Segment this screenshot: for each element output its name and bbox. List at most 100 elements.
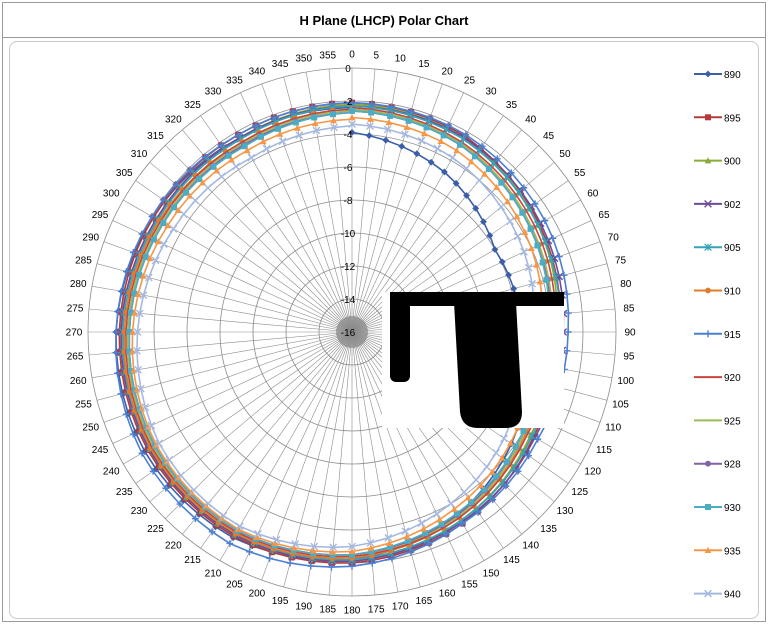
series-marker — [450, 505, 458, 512]
series-marker — [539, 259, 546, 266]
series-marker — [492, 449, 500, 457]
obscuring-overlay — [382, 292, 564, 428]
series-marker — [131, 290, 138, 297]
series-marker — [154, 238, 162, 245]
series-marker — [498, 258, 506, 266]
angle-tick-label: 240 — [103, 467, 120, 478]
angle-tick-label: 55 — [574, 168, 586, 179]
series-marker — [160, 220, 167, 227]
legend-item: 928 — [694, 460, 741, 471]
angle-tick-label: 0 — [349, 50, 355, 61]
series-marker — [217, 172, 226, 181]
angle-tick-label: 280 — [70, 279, 87, 290]
series-marker — [246, 548, 253, 556]
series-marker — [292, 119, 299, 126]
series-marker — [502, 482, 510, 490]
series-marker — [444, 121, 452, 129]
series-marker — [497, 202, 506, 211]
series-marker — [437, 137, 445, 145]
series-marker — [536, 278, 544, 285]
series-marker — [513, 232, 522, 241]
legend-item: 900 — [694, 157, 741, 168]
series-marker — [159, 196, 167, 204]
angle-tick-label: 300 — [103, 189, 120, 200]
series-marker — [453, 147, 461, 154]
angle-tick-label: 295 — [92, 210, 109, 221]
series-marker — [328, 563, 335, 571]
angle-tick-label: 20 — [442, 66, 454, 77]
chart-title: H Plane (LHCP) Polar Chart — [299, 12, 469, 28]
series-marker — [519, 209, 526, 216]
series-marker — [199, 179, 207, 186]
angle-tick-label: 155 — [461, 579, 478, 590]
series-marker — [293, 124, 301, 131]
series-marker — [404, 537, 411, 544]
series-marker — [498, 454, 506, 461]
angle-tick-label: 80 — [620, 279, 632, 290]
series-marker — [704, 157, 712, 164]
angle-tick-label: 275 — [67, 303, 84, 314]
angle-tick-label: 330 — [205, 87, 222, 98]
series-marker — [705, 460, 711, 467]
series-marker — [132, 250, 139, 257]
angle-tick-label: 50 — [559, 149, 571, 160]
series-marker — [552, 273, 560, 282]
series-marker — [481, 170, 488, 177]
legend-label: 902 — [724, 200, 741, 211]
legend-item: 890 — [694, 70, 741, 81]
radial-tick-label: -8 — [344, 196, 353, 207]
series-marker — [252, 533, 260, 540]
series-marker — [460, 488, 469, 497]
series-marker — [150, 236, 157, 243]
series-marker — [528, 279, 536, 288]
series-marker — [328, 100, 336, 108]
series-marker — [422, 530, 429, 537]
series-marker — [169, 224, 178, 233]
series-marker — [165, 456, 174, 464]
angle-tick-label: 340 — [249, 66, 266, 77]
series-marker — [704, 243, 712, 252]
legend-label: 900 — [724, 157, 741, 168]
angle-tick-label: 175 — [368, 604, 385, 615]
series-marker — [565, 309, 572, 317]
series-marker — [525, 452, 533, 460]
radial-tick-label: -6 — [344, 163, 353, 174]
series-marker — [131, 309, 138, 316]
angle-tick-label: 75 — [615, 256, 627, 267]
series-marker — [329, 543, 338, 552]
angle-tick-label: 125 — [571, 487, 588, 498]
series-marker — [129, 328, 136, 335]
series-marker — [196, 176, 203, 183]
series-marker — [366, 539, 375, 547]
series-marker — [290, 544, 298, 551]
series-marker — [367, 544, 375, 551]
series-marker — [564, 328, 572, 336]
series-marker — [329, 548, 337, 555]
angle-tick-label: 270 — [66, 328, 83, 339]
series-marker — [271, 539, 279, 547]
series-marker — [140, 231, 147, 238]
series-marker — [427, 158, 435, 166]
series-marker — [310, 542, 319, 551]
series-marker — [182, 189, 189, 196]
series-marker — [348, 120, 356, 128]
series-marker — [513, 213, 521, 220]
series-marker — [407, 107, 415, 115]
series-marker — [138, 230, 146, 238]
series-marker — [228, 156, 235, 163]
series-marker — [127, 309, 134, 316]
series-marker — [520, 247, 528, 256]
angle-tick-label: 320 — [165, 115, 182, 126]
series-marker — [149, 467, 157, 475]
angle-tick-label: 145 — [503, 555, 520, 566]
series-marker — [225, 152, 232, 159]
series-marker — [243, 147, 251, 154]
series-marker — [462, 164, 471, 173]
series-marker — [133, 328, 142, 336]
series-marker — [190, 486, 198, 494]
series-marker — [112, 349, 120, 357]
series-marker — [498, 179, 505, 186]
series-marker — [291, 540, 300, 548]
angle-tick-label: 100 — [617, 376, 634, 387]
series-marker — [563, 347, 571, 355]
